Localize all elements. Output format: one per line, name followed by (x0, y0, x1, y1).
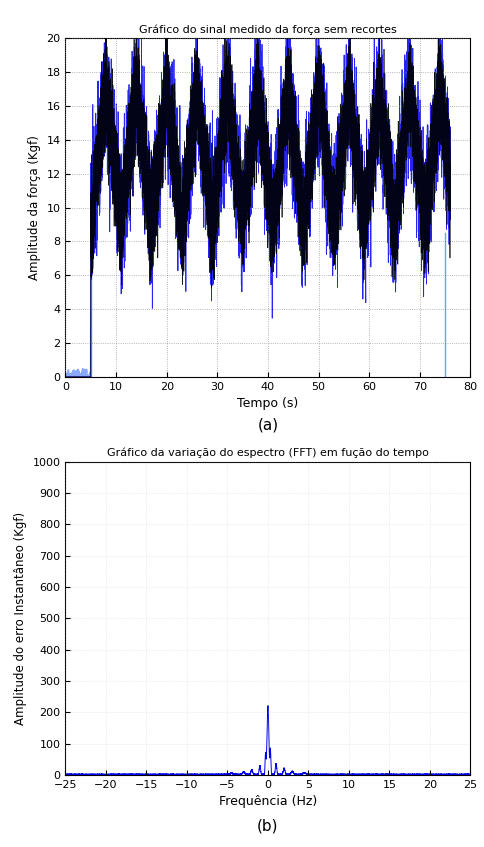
Text: (a): (a) (257, 418, 278, 433)
Y-axis label: Amplitude do erro Instantâneo (Kgf): Amplitude do erro Instantâneo (Kgf) (14, 512, 27, 725)
Text: (b): (b) (257, 819, 278, 834)
Title: Gráfico do sinal medido da força sem recortes: Gráfico do sinal medido da força sem rec… (139, 24, 396, 35)
Y-axis label: Amplitude da força (Kgf): Amplitude da força (Kgf) (28, 135, 41, 280)
X-axis label: Frequência (Hz): Frequência (Hz) (218, 795, 317, 808)
Title: Gráfico da variação do espectro (FFT) em fução do tempo: Gráfico da variação do espectro (FFT) em… (107, 447, 428, 458)
X-axis label: Tempo (s): Tempo (s) (237, 397, 298, 410)
